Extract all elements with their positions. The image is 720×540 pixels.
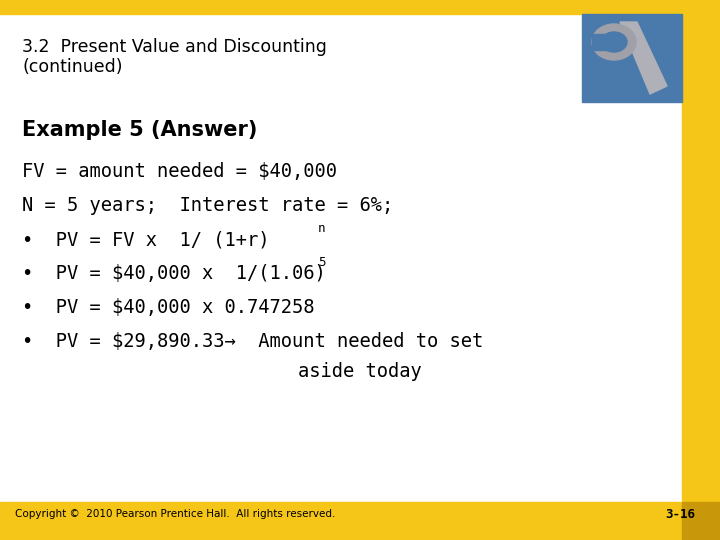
Text: n: n <box>318 222 325 235</box>
Text: FV = amount needed = $40,000: FV = amount needed = $40,000 <box>22 162 337 181</box>
Text: •  PV = $40,000 x 0.747258: • PV = $40,000 x 0.747258 <box>22 298 315 317</box>
Text: •  PV = $29,890.33→  Amount needed to set: • PV = $29,890.33→ Amount needed to set <box>22 332 483 351</box>
Text: 3-16: 3-16 <box>665 508 695 521</box>
Ellipse shape <box>592 24 636 60</box>
Text: Example 5 (Answer): Example 5 (Answer) <box>22 120 257 140</box>
Text: 3.2  Present Value and Discounting: 3.2 Present Value and Discounting <box>22 38 327 56</box>
Bar <box>0 0 720 14</box>
Text: 5: 5 <box>318 256 325 269</box>
Text: N = 5 years;  Interest rate = 6%;: N = 5 years; Interest rate = 6%; <box>22 196 393 215</box>
Text: aside today: aside today <box>298 362 422 381</box>
Bar <box>582 14 682 102</box>
Text: Copyright ©  2010 Pearson Prentice Hall.  All rights reserved.: Copyright © 2010 Pearson Prentice Hall. … <box>15 509 336 519</box>
Bar <box>682 0 720 540</box>
Bar <box>682 502 720 540</box>
Text: (continued): (continued) <box>22 58 122 76</box>
Bar <box>0 502 720 540</box>
Polygon shape <box>620 22 667 94</box>
Text: •  PV = $40,000 x  1/(1.06): • PV = $40,000 x 1/(1.06) <box>22 264 325 283</box>
Ellipse shape <box>601 32 627 52</box>
Text: •  PV = FV x  1/ (1+r): • PV = FV x 1/ (1+r) <box>22 230 269 249</box>
Bar <box>592 34 612 50</box>
